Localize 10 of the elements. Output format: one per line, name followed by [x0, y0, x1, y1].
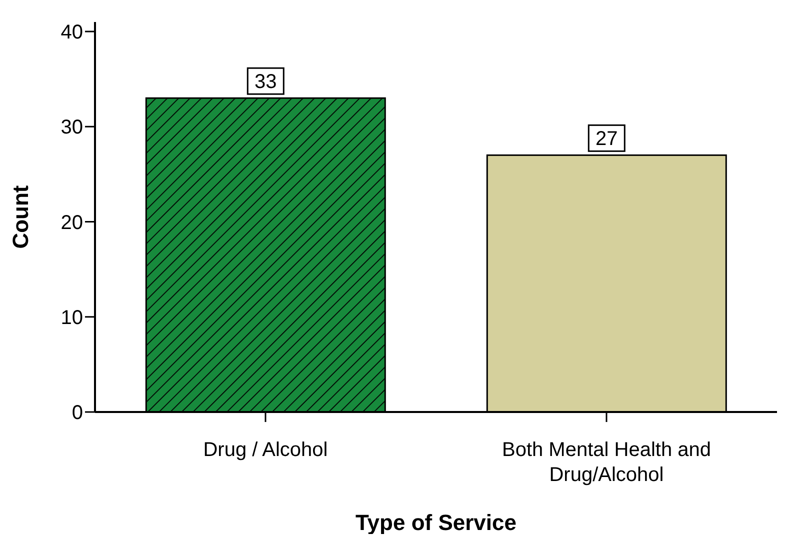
- data-label: 27: [596, 128, 618, 150]
- y-tick-label: 20: [60, 212, 83, 234]
- data-label: 33: [254, 71, 277, 94]
- y-tick-label: 30: [60, 116, 83, 139]
- x-tick-label: Both Mental Health and Drug/Alcohol: [502, 439, 712, 486]
- y-tick-label: 0: [72, 402, 83, 424]
- x-tick-label: Drug / Alcohol: [203, 439, 328, 461]
- y-tick-label: 40: [60, 22, 83, 44]
- y-tick-label: 10: [60, 306, 83, 329]
- y-axis-title: Count: [8, 184, 33, 249]
